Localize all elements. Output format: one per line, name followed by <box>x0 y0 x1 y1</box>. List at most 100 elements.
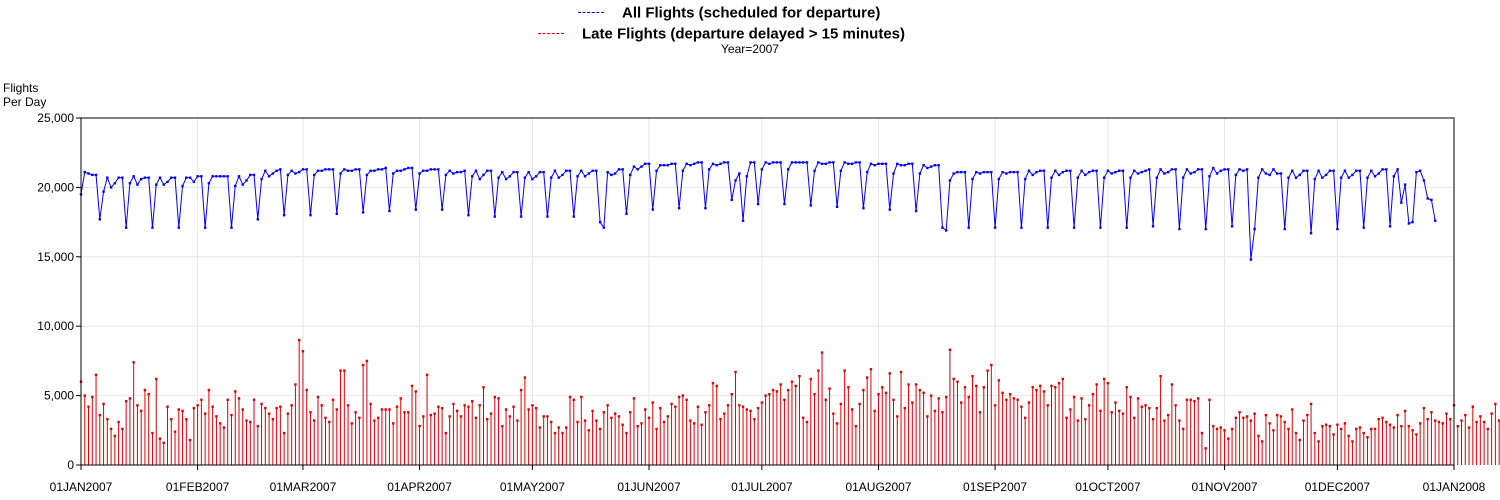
all-flights-point <box>188 176 192 179</box>
all-flights-point <box>1223 168 1226 171</box>
all-flights-point <box>1012 170 1016 174</box>
all-flights-point <box>380 168 384 171</box>
all-flights-point <box>956 170 959 174</box>
late-flights-point <box>538 426 542 429</box>
late-flights-point <box>162 441 165 444</box>
all-flights-point <box>888 208 891 211</box>
all-flights-point <box>1106 169 1110 172</box>
late-flights-point <box>106 417 109 421</box>
late-flights-point <box>1099 409 1102 413</box>
all-flights-point <box>858 161 861 164</box>
late-flights-point <box>1400 424 1403 428</box>
late-flights-point <box>188 438 192 442</box>
late-flights-point <box>1433 419 1437 422</box>
late-flights-point <box>1185 398 1189 401</box>
late-flights-point <box>267 412 271 415</box>
all-flights-point <box>1208 175 1211 178</box>
all-flights-point <box>1426 197 1429 200</box>
all-flights-point <box>670 162 673 166</box>
late-flights-point <box>1302 419 1305 422</box>
late-flights-point <box>455 409 459 413</box>
all-flights-point <box>884 162 888 166</box>
all-flights-point <box>463 169 466 172</box>
all-flights-point <box>1072 226 1076 229</box>
late-flights-point <box>335 408 338 411</box>
late-flights-point <box>595 419 598 422</box>
late-flights-point <box>1370 427 1373 431</box>
all-flights-point <box>568 169 572 172</box>
all-flights-point <box>1133 169 1136 172</box>
all-flights-point <box>132 175 135 178</box>
all-flights-point <box>264 169 267 172</box>
all-flights-point <box>139 177 143 181</box>
x-tick-label: 01MAR2007 <box>270 480 337 494</box>
late-flights-point <box>215 415 218 418</box>
late-flights-point <box>1084 417 1087 421</box>
all-flights-point <box>117 176 120 179</box>
late-flights-point <box>297 338 301 342</box>
late-flights-point <box>531 404 534 407</box>
late-flights-point <box>444 431 448 435</box>
all-flights-point <box>696 161 700 164</box>
late-flights-point <box>1426 417 1429 421</box>
all-flights-series <box>79 161 1437 261</box>
all-flights-point <box>1276 172 1279 175</box>
late-flights-point <box>1347 434 1350 438</box>
all-flights-point <box>1035 170 1038 174</box>
all-flights-point <box>681 169 685 172</box>
late-flights-point <box>790 380 794 383</box>
all-flights-point <box>692 162 696 166</box>
late-flights-point <box>662 420 666 424</box>
late-flights-point <box>809 377 812 381</box>
all-flights-point <box>1291 169 1294 172</box>
all-flights-point <box>1381 168 1384 171</box>
late-flights-point <box>888 372 891 375</box>
all-flights-point <box>745 175 749 178</box>
all-flights-point <box>1008 170 1012 174</box>
all-flights-point <box>794 161 797 164</box>
all-flights-point <box>1418 169 1422 172</box>
all-flights-point <box>591 169 594 172</box>
y-tick-label: 5,000 <box>44 389 74 403</box>
all-flights-point <box>1392 175 1396 178</box>
late-flights-point <box>346 404 350 407</box>
late-flights-point <box>422 415 425 418</box>
late-flights-point <box>523 376 527 379</box>
all-flights-point <box>1039 169 1042 172</box>
all-flights-point <box>1324 173 1328 177</box>
late-flights-point <box>617 415 621 418</box>
late-flights-point <box>1441 422 1444 425</box>
late-flights-point <box>636 424 639 428</box>
all-flights-point <box>207 182 211 185</box>
all-flights-point <box>313 173 316 177</box>
all-flights-point <box>1114 170 1117 174</box>
late-flights-point <box>170 417 173 421</box>
x-tick-label: 01JUL2007 <box>731 480 793 494</box>
late-flights-point <box>350 422 354 425</box>
all-flights-point <box>1309 232 1313 235</box>
all-flights-point <box>478 177 481 181</box>
all-flights-point <box>316 169 320 172</box>
late-flights-point <box>1328 424 1332 428</box>
late-flights-point <box>576 420 579 424</box>
late-flights-point <box>384 408 387 411</box>
x-tick-label: 01SEP2007 <box>963 480 1027 494</box>
all-flights-point <box>854 161 858 164</box>
all-flights-point <box>425 169 429 172</box>
late-flights-point <box>271 417 275 421</box>
late-flights-point <box>572 398 575 401</box>
late-flights-point <box>1358 426 1362 429</box>
late-flights-point <box>1249 419 1253 422</box>
late-flights-point <box>1163 419 1166 422</box>
late-flights-point <box>471 399 474 403</box>
all-flights-point <box>689 163 692 167</box>
all-flights-point <box>301 168 305 171</box>
late-flights-point <box>775 390 779 393</box>
late-flights-point <box>771 388 775 392</box>
all-flights-point <box>365 173 369 177</box>
late-flights-point <box>1215 427 1219 431</box>
all-flights-point <box>952 172 955 175</box>
late-flights-point <box>967 395 970 399</box>
late-flights-point <box>1486 427 1490 431</box>
late-flights-point <box>557 426 560 429</box>
